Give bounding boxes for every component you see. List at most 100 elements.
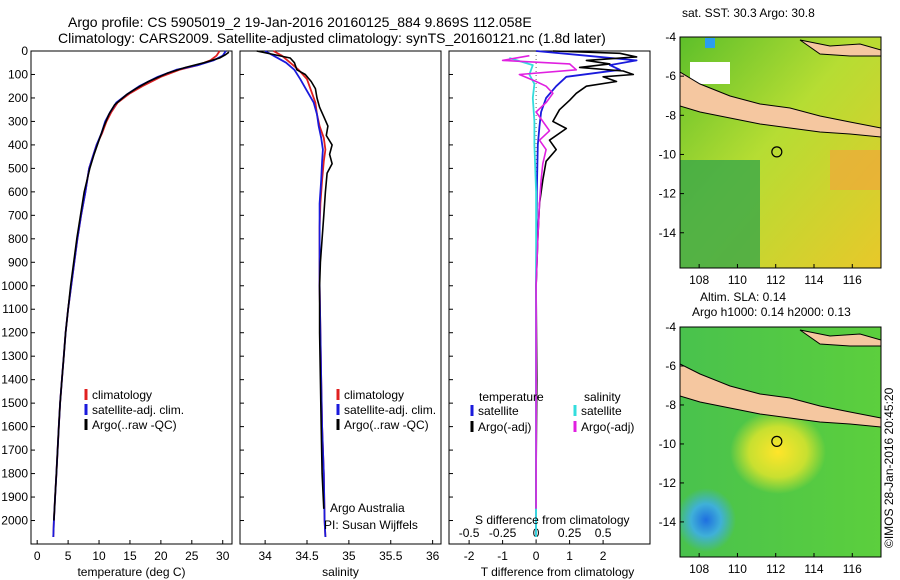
sla-low-anomaly <box>680 488 736 552</box>
x-tick-label: 1 <box>566 549 573 563</box>
sla-high-anomaly <box>730 410 826 494</box>
map-x-tick-label: 114 <box>804 562 823 576</box>
legend-label: climatology <box>344 388 404 402</box>
diff-legend-salinity: salinity <box>584 390 621 404</box>
argo-location-marker <box>771 146 783 158</box>
x-axis-label: salinity <box>322 565 359 579</box>
y-tick-label: 1800 <box>1 467 28 481</box>
x-tick-label: 35.5 <box>379 549 403 563</box>
sst-cool-patch <box>680 160 760 268</box>
sla-map-title: Altim. SLA: 0.14 <box>700 290 786 304</box>
temperature-panel: 0 100 200 300 400 500 600 700 800 900 1000 1100 1200… <box>1 44 233 579</box>
map-y-tick-label: -14 <box>659 226 677 240</box>
sst-warm-patch <box>830 150 881 190</box>
map-y-tick-label: -10 <box>659 147 677 161</box>
java-island <box>680 71 881 138</box>
sst-map-panel: 108 110 112 114 116 -4 -6 -8 -10 -12 -14 <box>659 30 882 287</box>
x-tick-label: 34.5 <box>295 549 319 563</box>
map-y-tick-label: -8 <box>665 108 676 122</box>
series-line-argo-raw-qc- <box>256 50 333 509</box>
legend-label: Argo(-adj) <box>581 420 634 434</box>
s-tick-label: -0.5 <box>459 526 480 540</box>
y-tick-label: 1900 <box>1 490 28 504</box>
x-tick-label: 34 <box>258 549 272 563</box>
argo-location-marker <box>771 435 783 447</box>
sst-cool-pixel <box>705 38 715 48</box>
title-line-1: Argo profile: CS 5905019_2 19-Jan-2016 2… <box>68 14 532 30</box>
map-y-tick-label: -6 <box>665 69 676 83</box>
map-y-tick-label: -10 <box>659 437 677 451</box>
map-x-tick-label: 112 <box>766 562 785 576</box>
y-tick-label: 1000 <box>1 279 28 293</box>
map-x-tick-label: 116 <box>843 562 862 576</box>
y-tick-label: 1200 <box>1 326 28 340</box>
x-tick-label: 5 <box>65 549 72 563</box>
y-tick-label: 0 <box>21 44 28 58</box>
y-tick-label: 1400 <box>1 373 28 387</box>
legend-label: Argo(..raw -QC) <box>344 418 429 432</box>
y-tick-label: 300 <box>8 114 28 128</box>
map-y-tick-label: -12 <box>659 187 677 201</box>
x-axis-label: T difference from climatology <box>481 565 635 579</box>
difference-panel: -2 -1 0 1 2-0.5 -0.25 0 0.25 0.5T difference fro… <box>448 50 651 579</box>
map-y-tick-label: -12 <box>659 476 677 490</box>
x-tick-label: -1 <box>497 549 508 563</box>
x-tick-label: 36 <box>426 549 440 563</box>
java-island-sla <box>680 363 881 428</box>
map-y-tick-label: -4 <box>665 30 676 44</box>
salinity-panel: 34 34.5 35 35.5 36 salinity climatologysatelli… <box>239 50 442 579</box>
x-tick-label: 15 <box>123 549 137 563</box>
s-tick-label: 0.5 <box>595 526 612 540</box>
legend-label: Argo(..raw -QC) <box>92 418 177 432</box>
map-x-tick-label: 116 <box>843 273 862 287</box>
diff-top-axis-label: S difference from climatology <box>475 513 630 527</box>
x-tick-label: 20 <box>154 549 168 563</box>
x-tick-label: 25 <box>185 549 199 563</box>
map-x-tick-label: 108 <box>689 273 709 287</box>
x-tick-label: 2 <box>600 549 607 563</box>
y-tick-label: 1500 <box>1 396 28 410</box>
y-tick-label: 1700 <box>1 443 28 457</box>
y-tick-label: 200 <box>8 91 28 105</box>
imos-credit: ©IMOS 28-Jan-2016 20:45:20 <box>882 387 896 548</box>
legend-label: Argo(-adj) <box>478 420 531 434</box>
s-tick-label: 0.25 <box>558 526 582 540</box>
x-tick-label: 30 <box>216 549 230 563</box>
x-tick-label: -2 <box>464 549 475 563</box>
y-tick-label: 900 <box>8 255 28 269</box>
sla-map-frame <box>679 326 882 558</box>
y-tick-label: 1100 <box>2 302 28 316</box>
legend-label: climatology <box>92 388 152 402</box>
series-line-argo-raw-qc- <box>53 51 230 521</box>
legend-label: satellite-adj. clim. <box>92 403 184 417</box>
sst-cloud-gap <box>690 62 730 84</box>
y-tick-label: 600 <box>8 185 28 199</box>
series-line-s-argo-adj- <box>501 54 578 509</box>
y-tick-label: 800 <box>8 232 28 246</box>
plot-frame <box>448 50 651 545</box>
legend-label: satellite <box>478 404 519 418</box>
series-line-s-satellite <box>509 57 537 537</box>
borneo-coast <box>799 39 881 57</box>
series-line-satellite-adj-clim- <box>264 50 327 538</box>
legend-label: satellite <box>581 404 622 418</box>
x-axis-label: temperature (deg C) <box>77 565 185 579</box>
map-y-tick-label: -14 <box>659 515 677 529</box>
plot-frame <box>30 50 233 545</box>
y-tick-label: 400 <box>8 138 28 152</box>
y-tick-label: 1300 <box>1 349 28 363</box>
y-tick-label: 100 <box>8 67 28 81</box>
map-x-tick-label: 112 <box>766 273 785 287</box>
map-x-tick-label: 110 <box>728 273 747 287</box>
salinity-annotation-2: PI: Susan Wijffels <box>324 518 418 532</box>
map-x-tick-label: 108 <box>689 562 709 576</box>
y-tick-label: 1600 <box>1 420 28 434</box>
y-tick-label: 500 <box>8 161 28 175</box>
x-tick-label: 0 <box>533 549 540 563</box>
map-y-tick-label: -4 <box>665 320 676 334</box>
title-line-2: Climatology: CARS2009. Satellite-adjuste… <box>58 30 606 46</box>
legend-label: satellite-adj. clim. <box>344 403 436 417</box>
y-tick-label: 2000 <box>1 514 28 528</box>
y-tick-label: 700 <box>8 208 28 222</box>
